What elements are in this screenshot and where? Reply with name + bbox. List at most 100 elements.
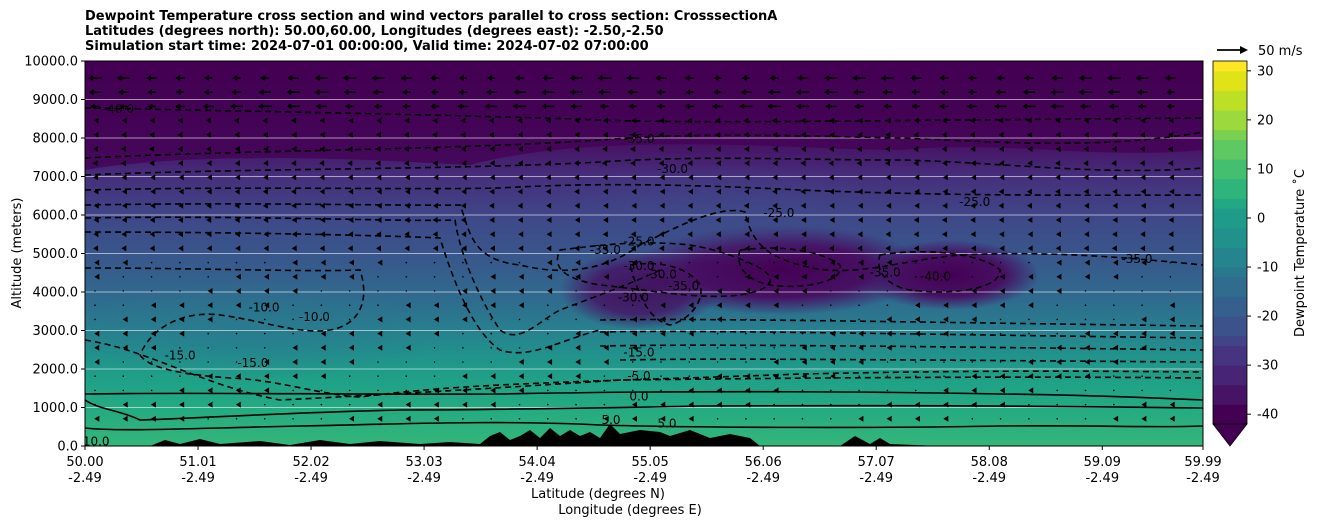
wind-vector: [744, 174, 750, 181]
wind-vector: [405, 375, 408, 378]
wind-vector: [462, 401, 468, 408]
wind-vector: [713, 89, 723, 96]
contour-label: -15.0: [165, 348, 196, 362]
wind-vector: [745, 302, 751, 309]
wind-vector: [631, 174, 637, 181]
wind-vector: [943, 375, 945, 378]
wind-vector: [462, 373, 468, 380]
x-tick-label-lat: 54.04: [519, 455, 556, 470]
wind-vector: [1169, 361, 1172, 363]
wind-vector: [1168, 131, 1174, 138]
wind-vector: [235, 245, 241, 252]
wind-vector: [320, 259, 326, 266]
wind-vector: [858, 273, 864, 280]
wind-vector: [207, 373, 213, 380]
wind-vector: [801, 259, 807, 266]
wind-vector: [94, 259, 100, 266]
contour-label: -25.0: [959, 195, 990, 209]
wind-vector: [829, 217, 835, 223]
wind-vector: [598, 89, 611, 96]
wind-vector: [575, 318, 577, 321]
wind-vector: [886, 304, 889, 307]
wind-vector: [292, 359, 298, 365]
wind-vector: [1056, 304, 1058, 307]
x-tick-label-lat: 55.05: [632, 455, 669, 470]
wind-vector: [206, 245, 212, 252]
title-line-3: Simulation start time: 2024-07-01 00:00:…: [85, 39, 649, 54]
wind-vector: [121, 131, 127, 138]
wind-vector: [627, 89, 639, 96]
x-tick-label-lon: -2.49: [633, 471, 667, 486]
contour-label: -30.0: [657, 162, 688, 176]
wind-vector: [347, 146, 353, 152]
wind-vector: [713, 75, 722, 81]
wind-vector: [687, 231, 693, 238]
wind-vector: [403, 131, 409, 138]
wind-vector: [377, 401, 383, 408]
wind-vector: [971, 373, 977, 380]
wind-vector: [913, 131, 919, 138]
wind-vector: [943, 290, 945, 292]
wind-vector: [971, 261, 974, 264]
wind-vector: [291, 146, 297, 152]
wind-vector: [147, 103, 156, 110]
colorbar-segment: [1213, 208, 1247, 219]
wind-vector: [179, 347, 181, 349]
wind-vector: [518, 418, 521, 420]
wind-vector: [1112, 202, 1118, 209]
wind-vector: [688, 188, 694, 195]
wind-vector: [93, 245, 99, 252]
wind-vector: [122, 401, 128, 408]
wind-vector: [1028, 318, 1030, 321]
wind-vector: [801, 231, 807, 238]
contour-minus-15-mid: [85, 216, 661, 336]
wind-vector: [942, 231, 948, 238]
wind-vector: [603, 273, 609, 280]
wind-vector: [92, 160, 98, 167]
wind-vector: [852, 89, 866, 96]
wind-vector: [377, 344, 383, 351]
contour-label: -25.0: [763, 206, 794, 220]
wind-vector: [147, 89, 157, 96]
wind-vector: [89, 103, 101, 110]
wind-vector: [178, 188, 184, 195]
wind-vector: [547, 273, 553, 280]
wind-vector: [744, 231, 750, 238]
wind-vector: [914, 174, 920, 181]
wind-vector: [262, 131, 268, 138]
wind-vector: [93, 131, 99, 138]
wind-vector: [569, 75, 583, 81]
wind-vector: [575, 344, 581, 351]
wind-vector: [122, 375, 125, 378]
wind-vector: [94, 304, 96, 307]
colorbar-segment: [1213, 110, 1247, 121]
wind-vector: [1141, 361, 1143, 363]
colorbar-segment: [1213, 168, 1247, 180]
wind-vector: [574, 117, 580, 124]
wind-vector: [1021, 103, 1036, 110]
wind-vector: [1140, 188, 1146, 195]
wind-vector: [462, 418, 464, 420]
wind-vector: [1139, 146, 1145, 152]
wind-vector: [856, 146, 862, 152]
wind-vector: [1113, 389, 1115, 392]
wind-vector: [602, 231, 608, 238]
wind-vector: [575, 403, 577, 406]
y-tick-label: 0.0: [57, 440, 78, 455]
wind-vector: [462, 261, 464, 264]
wind-vector: [773, 359, 779, 365]
wind-vector: [857, 217, 863, 223]
wind-vector: [1169, 347, 1172, 349]
wind-vector: [715, 217, 721, 223]
wind-vector: [207, 276, 209, 278]
wind-vector: [404, 231, 410, 238]
wind-vector: [121, 231, 127, 238]
contour-minus-14: [599, 344, 1203, 351]
wind-vector: [943, 361, 945, 363]
wind-vector: [858, 344, 864, 351]
wind-vector: [744, 217, 750, 223]
wind-vector: [348, 117, 354, 124]
wind-vector: [823, 89, 838, 96]
wind-vector: [602, 174, 608, 181]
colorbar-segment: [1213, 198, 1247, 209]
